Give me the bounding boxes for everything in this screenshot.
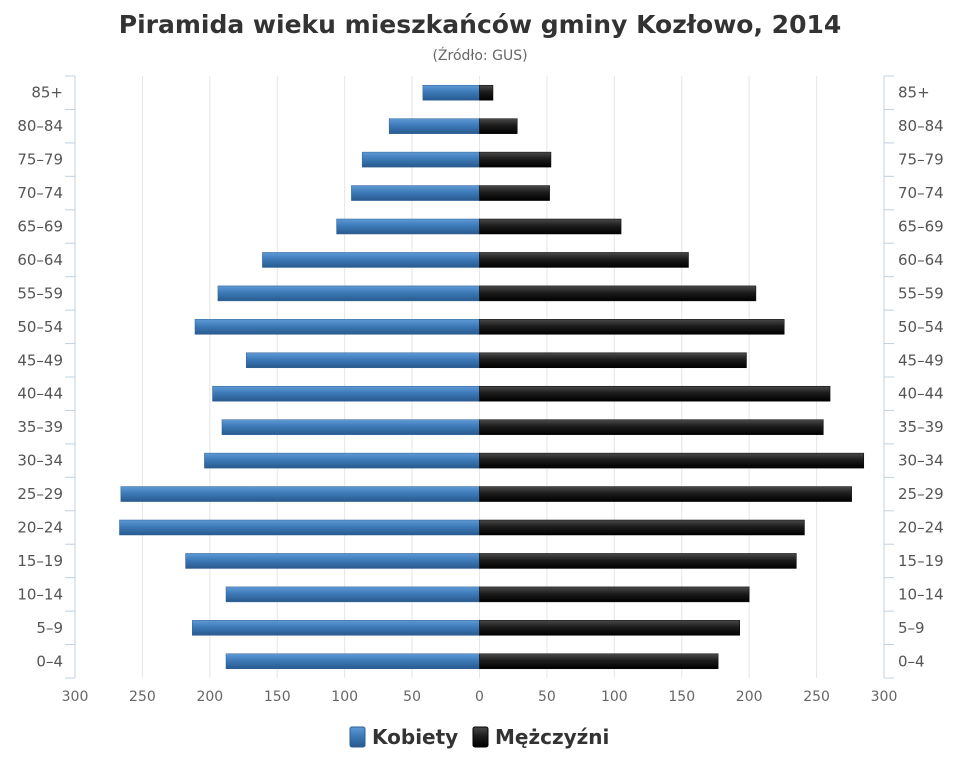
x-tick-label: 300 [871,689,898,705]
bar-female-8[interactable] [245,352,480,369]
x-tick-label: 50 [403,689,421,705]
y-category-label-left: 30–34 [17,452,63,470]
bar-female-7[interactable] [194,319,480,335]
x-tick-label: 200 [736,689,763,705]
y-category-label-left: 10–14 [17,585,63,603]
y-category-label-left: 35–39 [17,418,63,436]
bar-female-15[interactable] [225,586,480,603]
y-category-label-left: 55–59 [17,284,63,302]
y-category-label-right: 50–54 [898,318,944,336]
bar-female-9[interactable] [212,385,480,402]
y-category-label-right: 85+ [898,84,930,102]
x-tick-label: 200 [196,689,223,705]
y-category-label-right: 35–39 [898,418,944,436]
bar-female-11[interactable] [204,452,480,469]
y-category-label-left: 0–4 [36,652,63,670]
x-tick-label: 150 [264,689,291,705]
bar-male-10[interactable] [479,419,824,435]
bar-male-13[interactable] [479,519,805,536]
y-category-label-right: 40–44 [898,385,944,403]
bar-female-1[interactable] [388,118,480,134]
y-category-label-right: 30–34 [898,452,944,470]
y-category-label-right: 20–24 [898,519,944,537]
legend: Kobiety Mężczyźni [349,725,609,749]
x-tick-label: 250 [803,689,830,705]
y-category-label-right: 65–69 [898,218,944,236]
x-tick-label: 150 [668,689,695,705]
bar-male-6[interactable] [479,285,757,302]
y-category-label-left: 25–29 [17,485,63,503]
bar-male-5[interactable] [479,252,689,268]
legend-item-female[interactable]: Kobiety [349,725,458,749]
y-category-label-left: 65–69 [17,218,63,236]
y-category-label-right: 45–49 [898,351,944,369]
legend-swatch [472,726,489,748]
y-category-label-right: 10–14 [898,585,944,603]
legend-item-male[interactable]: Mężczyźni [472,725,609,749]
y-category-label-right: 60–64 [898,251,944,269]
bar-female-4[interactable] [336,218,480,235]
y-category-label-right: 0–4 [898,652,925,670]
bar-female-3[interactable] [351,185,480,201]
bar-female-17[interactable] [225,653,480,670]
y-category-label-right: 80–84 [898,117,944,135]
legend-label: Kobiety [372,725,458,749]
axes: 300 250 200 150 100 50 0 50 100 150 200 250 300 85+ 85… [17,75,944,705]
bar-male-7[interactable] [479,319,785,335]
bar-female-0[interactable] [422,84,480,101]
bar-female-2[interactable] [361,151,480,168]
x-tick-label: 100 [331,689,358,705]
bar-male-3[interactable] [479,185,550,201]
x-tick-label: 300 [62,689,89,705]
y-category-label-right: 70–74 [898,184,944,202]
bar-male-4[interactable] [479,218,622,235]
chart-title: Piramida wieku mieszkańców gminy Kozłowo… [119,10,842,39]
bar-female-12[interactable] [120,486,480,502]
bar-female-14[interactable] [185,553,480,569]
x-tick-label: 250 [129,689,156,705]
y-category-label-left: 45–49 [17,351,63,369]
bar-male-11[interactable] [479,452,865,469]
legend-swatch [349,726,366,748]
y-category-label-right: 55–59 [898,284,944,302]
bar-female-13[interactable] [119,519,480,536]
bar-male-15[interactable] [479,586,750,603]
bar-male-2[interactable] [479,151,552,168]
x-tick-label: 50 [538,689,556,705]
bars [119,84,865,670]
y-category-label-left: 5–9 [36,619,63,637]
x-tick-label: 100 [601,689,628,705]
y-category-label-left: 50–54 [17,318,63,336]
y-category-label-right: 25–29 [898,485,944,503]
y-category-label-left: 60–64 [17,251,63,269]
y-category-label-left: 40–44 [17,385,63,403]
bar-male-1[interactable] [479,118,518,134]
bar-male-9[interactable] [479,385,831,402]
y-category-label-left: 80–84 [17,117,63,135]
bar-male-16[interactable] [479,620,740,636]
bar-male-12[interactable] [479,486,852,502]
bar-male-14[interactable] [479,553,797,569]
y-category-label-left: 75–79 [17,151,63,169]
bar-male-0[interactable] [479,84,494,101]
bar-male-8[interactable] [479,352,747,369]
y-category-label-right: 75–79 [898,151,944,169]
y-category-label-right: 15–19 [898,552,944,570]
y-category-label-left: 20–24 [17,519,63,537]
legend-label: Mężczyźni [495,725,609,749]
bar-female-16[interactable] [192,620,480,636]
bar-female-10[interactable] [221,419,480,435]
chart-subtitle: (Źródło: GUS) [432,46,527,64]
y-category-label-left: 15–19 [17,552,63,570]
y-category-label-left: 85+ [31,84,63,102]
bar-male-17[interactable] [479,653,719,670]
bar-female-5[interactable] [262,252,480,268]
y-category-label-right: 5–9 [898,619,925,637]
y-category-label-left: 70–74 [17,184,63,202]
bar-female-6[interactable] [217,285,480,302]
x-tick-label: 0 [475,689,484,705]
